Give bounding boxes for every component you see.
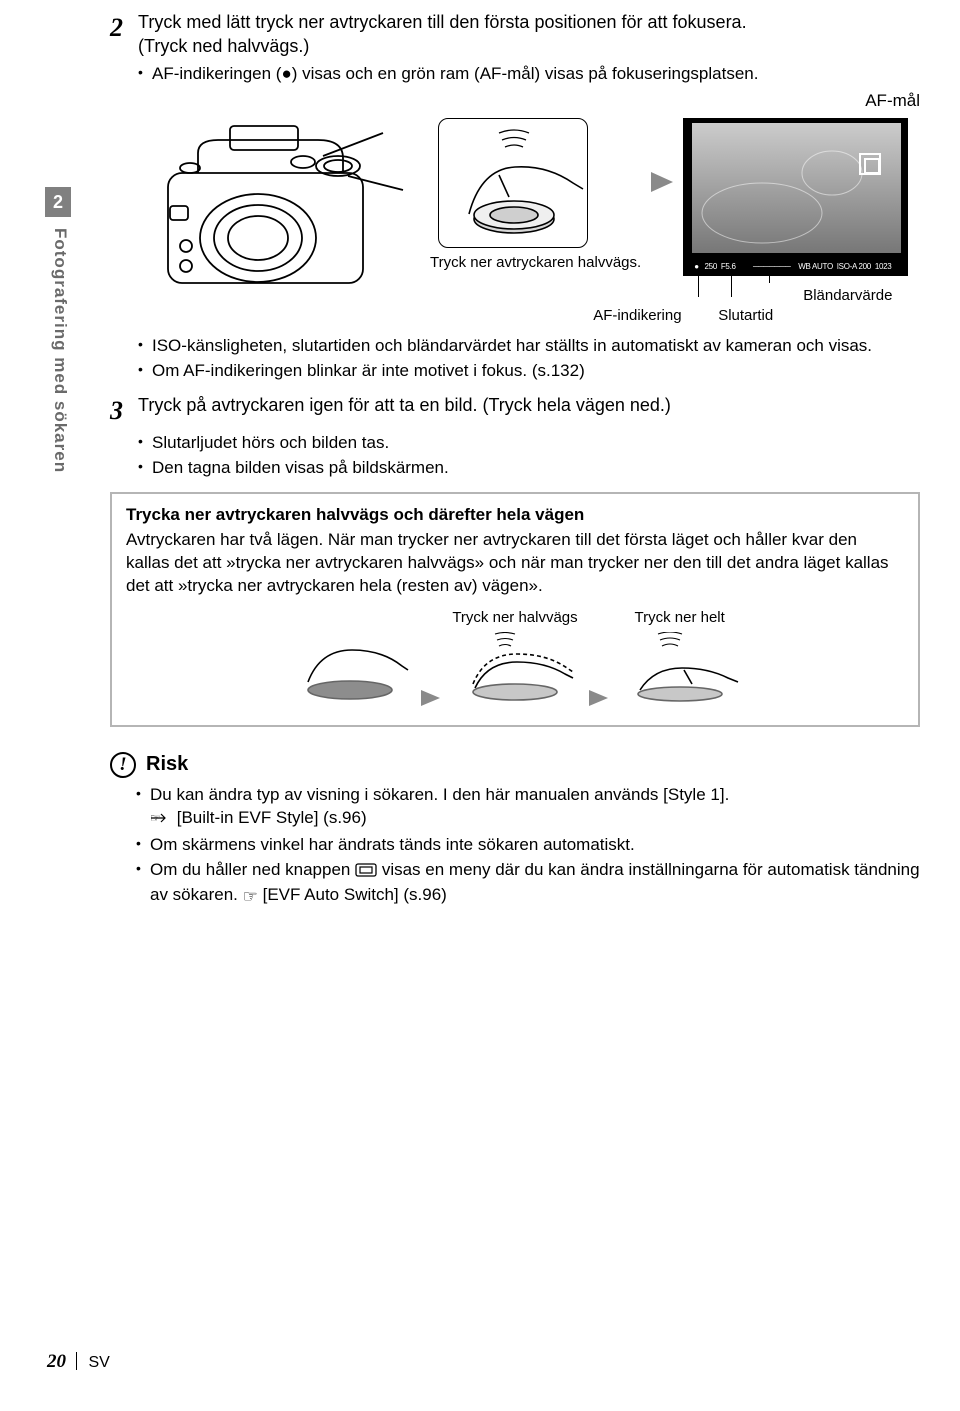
step3-bullet2: Den tagna bilden visas på bildskärmen. bbox=[152, 457, 920, 480]
risk-b1a: Du kan ändra typ av visning i sökaren. I… bbox=[150, 785, 729, 804]
page-footer: 20 SV bbox=[47, 1349, 110, 1375]
lcd-iso: ISO-A 200 bbox=[837, 262, 871, 271]
page-lang: SV bbox=[88, 1354, 109, 1371]
arrow-right-icon bbox=[588, 687, 610, 709]
section-tab: 2 bbox=[45, 187, 71, 217]
step2-bullet2: ISO-känsligheten, slutartiden och blända… bbox=[152, 335, 920, 358]
step-3: 3 Tryck på avtryckaren igen för att ta e… bbox=[110, 393, 920, 480]
shutter-press-diagram bbox=[438, 118, 588, 248]
pointer-icon: ☞ bbox=[150, 809, 172, 832]
bullet-dot: • bbox=[138, 360, 152, 383]
bullet-dot: • bbox=[136, 784, 150, 832]
press-sequence: Tryck ner halvvägs Tryck ner helt bbox=[126, 608, 904, 709]
full-press-label: Tryck ner helt bbox=[620, 608, 740, 628]
monitor-button-icon bbox=[355, 861, 377, 884]
info-box: Trycka ner avtryckaren halvvägs och däre… bbox=[110, 492, 920, 727]
finger-half-press-icon bbox=[455, 632, 575, 702]
section-vertical-label: Fotografering med sökaren bbox=[48, 228, 71, 473]
shutter-caption: Tryck ner avtryckaren halvvägs. bbox=[430, 254, 641, 272]
page-content: 2 Tryck med lätt tryck ner avtryckaren t… bbox=[110, 0, 920, 909]
step2-bullet3: Om AF-indikeringen blinkar är inte motiv… bbox=[152, 360, 920, 383]
half-press-label: Tryck ner halvvägs bbox=[452, 608, 577, 628]
step-2: 2 Tryck med lätt tryck ner avtryckaren t… bbox=[110, 10, 920, 383]
risk-heading: ! Risk bbox=[110, 751, 920, 778]
arrow-right-icon bbox=[649, 168, 677, 203]
bullet-dot: • bbox=[138, 63, 152, 86]
lcd-aperture: F5.6 bbox=[721, 262, 736, 271]
label-shutter: Slutartid bbox=[718, 306, 773, 326]
bullet-dot: • bbox=[138, 457, 152, 480]
page-number: 20 bbox=[47, 1351, 66, 1372]
risk-b2: Om skärmens vinkel har ändrats tänds int… bbox=[150, 834, 920, 857]
step3-bullet1: Slutarljudet hörs och bilden tas. bbox=[152, 432, 920, 455]
finger-full-press-icon bbox=[620, 632, 740, 702]
lcd-preview: ● 250 F5.6 ─────── WB AUTO ISO-A 200 102… bbox=[683, 118, 908, 333]
svg-text:☞: ☞ bbox=[150, 811, 161, 825]
step3-title: Tryck på avtryckaren igen för att ta en … bbox=[138, 393, 920, 417]
risk-b3c: [EVF Auto Switch] (s.96) bbox=[263, 885, 447, 904]
caution-icon: ! bbox=[110, 752, 136, 778]
bullet-dot: • bbox=[136, 834, 150, 857]
pointer-icon: ☞ bbox=[243, 886, 258, 909]
risk-b1b: [Built-in EVF Style] (s.96) bbox=[177, 808, 367, 827]
step2-number: 2 bbox=[110, 10, 138, 45]
lcd-shutter: 250 bbox=[705, 262, 717, 271]
box-body: Avtryckaren har två lägen. När man tryck… bbox=[126, 529, 904, 598]
label-aperture: Bländarvärde bbox=[803, 286, 892, 306]
diagram-row: Tryck ner avtryckaren halvvägs. bbox=[138, 118, 920, 333]
box-title: Trycka ner avtryckaren halvvägs och däre… bbox=[126, 504, 904, 527]
step2-title-line2: (Tryck ned halvvägs.) bbox=[138, 36, 309, 56]
lcd-count: 1023 bbox=[875, 262, 892, 271]
finger-rest-icon bbox=[290, 632, 410, 702]
arrow-right-icon bbox=[420, 687, 442, 709]
camera-illustration bbox=[138, 118, 428, 308]
bullet-dot: • bbox=[138, 432, 152, 455]
lcd-wb: WB AUTO bbox=[798, 262, 833, 271]
step3-number: 3 bbox=[110, 393, 138, 428]
label-af-indicator: AF-indikering bbox=[593, 306, 681, 326]
step2-bullet1: AF-indikeringen (●) visas och en grön ra… bbox=[152, 63, 920, 86]
af-target-label: AF-mål bbox=[865, 91, 920, 110]
risk-b3a: Om du håller ned knappen bbox=[150, 860, 355, 879]
step2-title-line1: Tryck med lätt tryck ner avtryckaren til… bbox=[138, 12, 747, 32]
bullet-dot: • bbox=[136, 859, 150, 909]
risk-title: Risk bbox=[146, 751, 188, 778]
bullet-dot: • bbox=[138, 335, 152, 358]
